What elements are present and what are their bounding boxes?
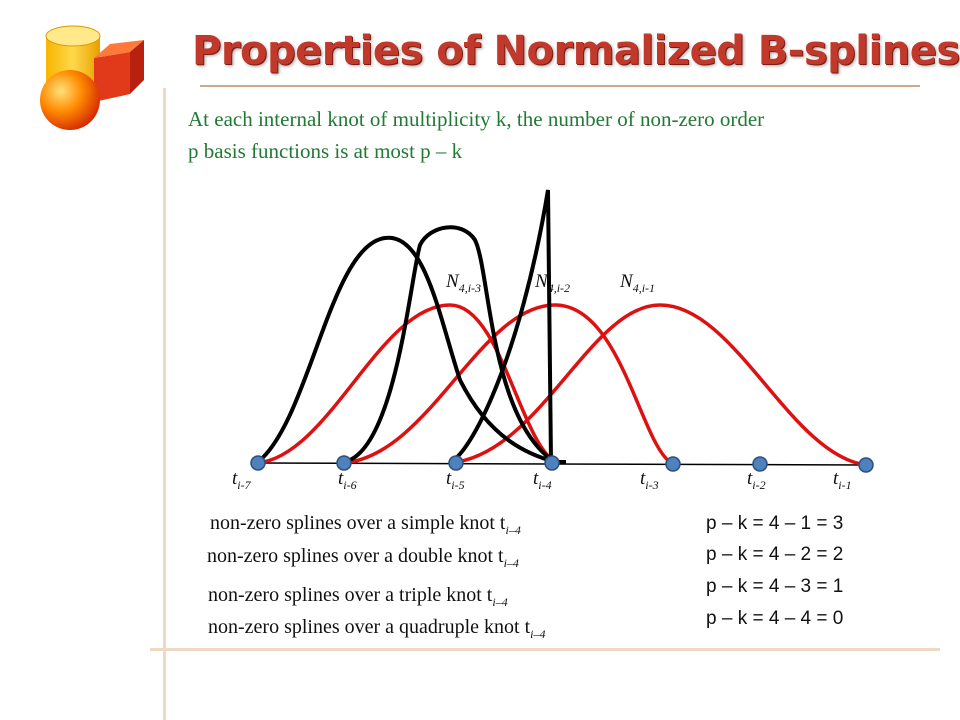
red-spline-3 — [449, 303, 867, 467]
shapes-logo — [40, 25, 144, 130]
knot-marker — [665, 456, 681, 472]
caption-simple-knot: non-zero splines over a simple knot ti–4 — [210, 512, 521, 537]
equation-simple: p – k = 4 – 1 = 3 — [706, 513, 844, 534]
black-spline-quadruple-knot — [449, 189, 566, 464]
black-spline-double-knot — [256, 235, 556, 464]
knot-marker — [752, 456, 768, 472]
slide-title: Properties of Normalized B-splines — [192, 28, 960, 74]
equation-double: p – k = 4 – 2 = 2 — [706, 544, 844, 565]
subtitle-line-1: At each internal knot of multiplicity k,… — [188, 107, 765, 131]
knot-marker — [250, 455, 266, 471]
knot-label-t-i-3: ti-3 — [640, 468, 659, 492]
knot-label-t-i-4: ti-4 — [533, 468, 552, 492]
title-underline — [200, 85, 920, 87]
basis-label-n4-i-1: N4,i-1 — [620, 271, 656, 295]
caption-quadruple-knot: non-zero splines over a quadruple knot t… — [208, 616, 546, 641]
red-spline-1 — [257, 303, 557, 465]
basis-label-n4-i-3: N4,i-3 — [446, 271, 482, 295]
caption-double-knot: non-zero splines over a double knot ti–4 — [207, 545, 519, 570]
knot-label-t-i-7: ti-7 — [232, 468, 251, 492]
knot-label-t-i-1: ti-1 — [833, 468, 852, 492]
knot-label-t-i-5: ti-5 — [446, 468, 465, 492]
red-spline-2 — [343, 303, 672, 465]
frame-vertical-line — [163, 88, 166, 720]
knot-label-t-i-6: ti-6 — [338, 468, 357, 492]
basis-label-n4-i-2: N4,i-2 — [535, 271, 571, 295]
subtitle-line-2: p basis functions is at most p – k — [188, 139, 463, 163]
knot-marker — [336, 455, 352, 471]
knot-label-t-i-2: ti-2 — [747, 468, 766, 492]
knot-marker — [448, 455, 464, 471]
knot-marker — [544, 455, 560, 471]
caption-triple-knot: non-zero splines over a triple knot ti–4 — [208, 584, 508, 609]
equation-quadruple: p – k = 4 – 4 = 0 — [706, 608, 844, 629]
knot-markers — [250, 455, 874, 473]
frame-horizontal-line — [150, 648, 940, 651]
equation-triple: p – k = 4 – 3 = 1 — [706, 576, 844, 597]
knot-marker — [858, 457, 874, 473]
